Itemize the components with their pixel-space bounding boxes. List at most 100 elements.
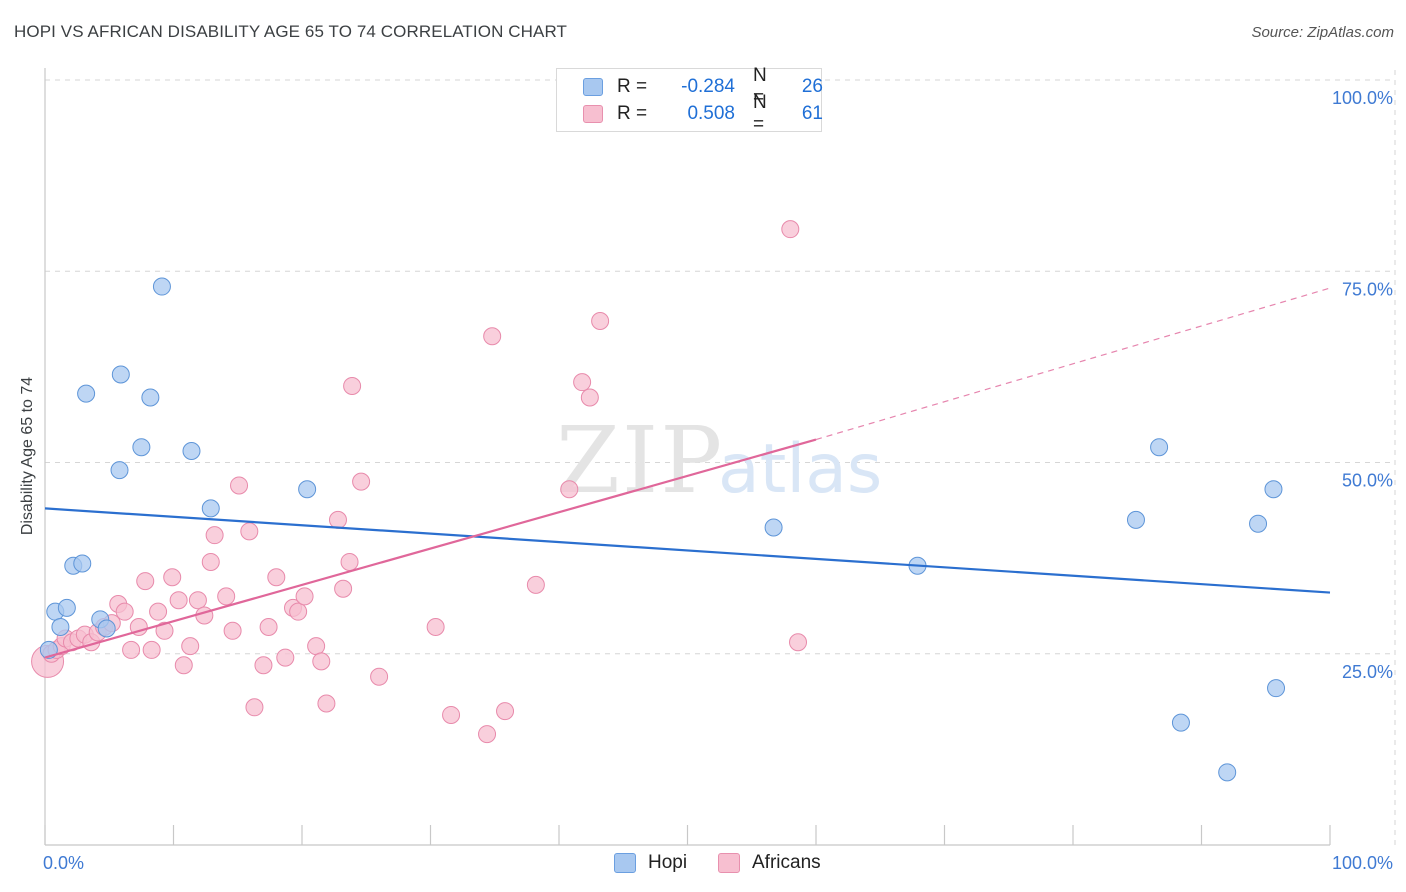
africans-point bbox=[136, 572, 155, 591]
trend-layer bbox=[44, 287, 1331, 659]
hopi-point bbox=[182, 442, 201, 461]
africans-point bbox=[276, 648, 295, 667]
africans-point bbox=[295, 587, 314, 606]
africans-point bbox=[591, 311, 610, 330]
africans-point bbox=[573, 373, 592, 392]
legend-row-hopi: R = -0.284 N = 26 bbox=[557, 65, 823, 108]
africans-point bbox=[201, 552, 220, 571]
legend-n-label: N = bbox=[753, 65, 767, 108]
watermark-zip: ZIP bbox=[556, 407, 724, 514]
legend-swatch-hopi bbox=[583, 78, 603, 96]
hopi-trend-line bbox=[44, 507, 1331, 594]
chart-title: HOPI VS AFRICAN DISABILITY AGE 65 TO 74 … bbox=[14, 22, 568, 41]
legend-row-africans: R = 0.508 N = 61 bbox=[557, 92, 823, 135]
africans-point bbox=[789, 633, 808, 652]
legend-r-value: -0.284 bbox=[681, 76, 735, 97]
legend-r-value: 0.508 bbox=[687, 103, 735, 124]
africans-trend-extension bbox=[815, 287, 1331, 441]
x-tick-label-min: 0.0% bbox=[43, 853, 84, 873]
africans-point bbox=[560, 480, 579, 499]
hopi-point bbox=[1264, 480, 1283, 499]
africans-point bbox=[115, 602, 134, 621]
africans-point bbox=[352, 472, 371, 491]
africans-point bbox=[334, 579, 353, 598]
legend-swatch-africans bbox=[583, 105, 603, 123]
watermark: ZIP atlas bbox=[556, 407, 882, 514]
hopi-point bbox=[141, 388, 160, 407]
africans-point bbox=[169, 591, 188, 610]
hopi-point bbox=[57, 598, 76, 617]
label-layer: 25.0% 50.0% 75.0% 100.0% 0.0% 100.0% bbox=[43, 88, 1393, 873]
series-legend-africans: Africans bbox=[718, 852, 821, 874]
africans-point bbox=[205, 526, 224, 545]
legend-n-value: 26 bbox=[801, 76, 823, 97]
hopi-point bbox=[764, 518, 783, 537]
africans-point bbox=[122, 640, 141, 659]
hopi-point bbox=[110, 461, 129, 480]
africans-point bbox=[442, 705, 461, 724]
x-tick-label-max: 100.0% bbox=[1332, 853, 1393, 873]
hopi-point bbox=[1171, 713, 1190, 732]
africans-trend-line bbox=[44, 438, 817, 659]
hopi-point bbox=[152, 277, 171, 296]
africans-point bbox=[580, 388, 599, 407]
africans-point bbox=[526, 575, 545, 594]
africans-point bbox=[240, 522, 259, 541]
hopi-point bbox=[132, 438, 151, 457]
africans-point bbox=[181, 637, 200, 656]
africans-point bbox=[174, 656, 193, 675]
hopi-point bbox=[97, 619, 116, 638]
series-legend-hopi: Hopi bbox=[614, 852, 687, 874]
legend-n-value: 61 bbox=[801, 103, 823, 124]
hopi-point bbox=[298, 480, 317, 499]
hopi-point bbox=[73, 554, 92, 573]
legend-r-label: R = bbox=[617, 76, 648, 97]
africans-point bbox=[483, 327, 502, 346]
y-tick-label: 100.0% bbox=[1332, 88, 1393, 108]
africans-point bbox=[142, 640, 161, 659]
africans-point bbox=[245, 698, 264, 717]
source-label: Source: ZipAtlas.com bbox=[1251, 24, 1394, 41]
series-label-hopi: Hopi bbox=[648, 852, 688, 873]
africans-point bbox=[188, 591, 207, 610]
hopi-point bbox=[201, 499, 220, 518]
africans-point bbox=[307, 637, 326, 656]
africans-point bbox=[217, 587, 236, 606]
africans-point bbox=[195, 606, 214, 625]
watermark-atlas: atlas bbox=[718, 430, 882, 509]
africans-point bbox=[340, 552, 359, 571]
africans-point bbox=[163, 568, 182, 587]
series-swatch-africans bbox=[718, 853, 740, 873]
africans-point bbox=[230, 476, 249, 495]
africans-point bbox=[312, 652, 331, 671]
hopi-point bbox=[1126, 510, 1145, 529]
africans-point bbox=[267, 568, 286, 587]
y-tick-label: 25.0% bbox=[1342, 662, 1393, 682]
legend-n-label: N = bbox=[753, 92, 767, 135]
africans-point bbox=[496, 702, 515, 721]
africans-point bbox=[155, 621, 174, 640]
africans-point bbox=[370, 667, 389, 686]
africans-point bbox=[254, 656, 273, 675]
hopi-point bbox=[1249, 514, 1268, 533]
y-tick-label: 50.0% bbox=[1342, 471, 1393, 491]
axis-layer bbox=[44, 68, 1331, 846]
africans-point bbox=[149, 602, 168, 621]
africans-point bbox=[781, 220, 800, 239]
africans-point bbox=[426, 617, 445, 636]
hopi-point bbox=[77, 384, 96, 403]
legend-r-label: R = bbox=[617, 103, 648, 124]
africans-point bbox=[478, 725, 497, 744]
series-swatch-hopi bbox=[614, 853, 636, 873]
africans-point bbox=[223, 621, 242, 640]
africans-point bbox=[343, 377, 362, 395]
correlation-legend: R = -0.284 N = 26 R = 0.508 N = 61 bbox=[556, 65, 823, 135]
hopi-point bbox=[1267, 679, 1286, 698]
hopi-point bbox=[111, 365, 130, 384]
hopi-point bbox=[1218, 763, 1237, 782]
series-legend: Hopi Africans bbox=[0, 852, 1406, 876]
africans-point bbox=[289, 602, 308, 621]
points-layer bbox=[31, 220, 1286, 782]
africans-point bbox=[328, 510, 347, 529]
